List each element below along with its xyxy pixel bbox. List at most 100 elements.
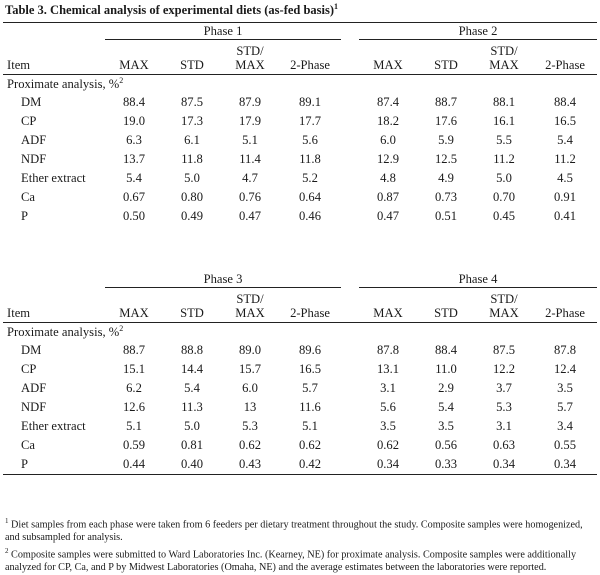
table-cell: 4.8 (380, 171, 396, 185)
table-cell: 6.0 (380, 133, 396, 147)
std-max-header: STD/MAX (489, 292, 519, 320)
table-cell: 5.4 (184, 381, 200, 395)
table-cell: 87.8 (376, 343, 400, 357)
table-cell: 15.1 (122, 362, 146, 376)
table-cell: 0.80 (180, 190, 204, 204)
table-cell: 0.81 (180, 438, 204, 452)
table-cell: 87.5 (180, 95, 204, 109)
item-header: Item (7, 58, 31, 72)
table-cell: 0.73 (434, 190, 458, 204)
table-phase-1-2: Phase 1 Phase 2 Item MAX STD STD/MAX 2-P… (3, 22, 597, 226)
two-phase-header: 2-Phase (545, 58, 585, 72)
row-label: Ca (21, 438, 35, 452)
table-cell: 5.7 (302, 381, 318, 395)
table-cell: 5.0 (496, 171, 512, 185)
table-cell: 11.3 (181, 400, 203, 414)
table-cell: 6.0 (242, 381, 258, 395)
table-row: P 0.50 0.49 0.47 0.46 0.47 0.51 0.45 0.41 (3, 207, 597, 226)
table-cell: 5.0 (184, 171, 200, 185)
table-cell: 3.1 (380, 381, 396, 395)
table-cell: 17.3 (180, 114, 204, 128)
table-cell: 12.6 (122, 400, 146, 414)
table-cell: 87.9 (238, 95, 262, 109)
table-cell: 5.1 (302, 419, 318, 433)
table-phase-3-4: Phase 3 Phase 4 Item MAX STD STD/MAX 2-P… (3, 271, 597, 475)
row-label: ADF (21, 133, 47, 147)
phase-1-header: Phase 1 (105, 22, 341, 40)
table-body: DM 88.7 88.8 89.0 89.6 87.8 88.4 87.5 87.8 CP 15.1… (3, 341, 597, 475)
row-label: P (21, 209, 29, 223)
table-row: CP 15.1 14.4 15.7 16.5 13.1 11.0 12.2 12.4 (3, 360, 597, 379)
table-cell: 5.4 (557, 133, 573, 147)
table-cell: 5.0 (184, 419, 200, 433)
section-label: Proximate analysis, %2 (7, 75, 124, 91)
std-header: STD (434, 306, 458, 320)
table-cell: 0.76 (238, 190, 262, 204)
table-cell: 11.6 (299, 400, 321, 414)
std-max-header: STD/MAX (235, 292, 265, 320)
row-label: DM (21, 95, 42, 109)
table-cell: 12.9 (376, 152, 400, 166)
table-cell: 0.41 (553, 209, 577, 223)
table-cell: 12.2 (492, 362, 516, 376)
column-header-row: Item MAX STD STD/MAX 2-Phase MAX STD STD… (3, 288, 597, 323)
std-header: STD (180, 58, 204, 72)
table-cell: 17.7 (298, 114, 322, 128)
table-cell: 0.34 (533, 455, 597, 475)
table-cell: 16.5 (553, 114, 577, 128)
table-cell: 3.1 (496, 419, 512, 433)
max-header: MAX (119, 58, 149, 72)
section-row: Proximate analysis, %2 (3, 323, 597, 342)
table-cell: 14.4 (180, 362, 204, 376)
table-cell: 0.56 (434, 438, 458, 452)
table-cell: 88.8 (180, 343, 204, 357)
std-header: STD (180, 306, 204, 320)
phase-header-row: Phase 1 Phase 2 (3, 22, 597, 40)
table-cell: 3.5 (557, 381, 573, 395)
std-max-header: STD/MAX (489, 44, 519, 72)
table-cell: 87.8 (553, 343, 577, 357)
table-cell: 5.4 (438, 400, 454, 414)
row-label: Ether extract (21, 171, 86, 185)
table-cell: 87.4 (376, 95, 400, 109)
row-label: Ether extract (21, 419, 86, 433)
table-cell: 5.5 (496, 133, 512, 147)
table-row: ADF 6.2 5.4 6.0 5.7 3.1 2.9 3.7 3.5 (3, 379, 597, 398)
row-label: NDF (21, 400, 47, 414)
table-cell: 88.1 (492, 95, 516, 109)
table-cell: 88.4 (122, 95, 146, 109)
table-cell: 0.40 (163, 455, 221, 475)
table-row: Ether extract 5.4 5.0 4.7 5.2 4.8 4.9 5.0 4.5 (3, 169, 597, 188)
table-cell: 0.64 (298, 190, 322, 204)
table-cell: 0.50 (122, 209, 146, 223)
table-cell: 0.87 (376, 190, 400, 204)
table-cell: 5.9 (438, 133, 454, 147)
table-cell: 5.1 (242, 133, 258, 147)
table-cell: 88.4 (553, 95, 577, 109)
table-cell: 3.4 (557, 419, 573, 433)
table-cell: 5.7 (557, 400, 573, 414)
table-cell: 15.7 (238, 362, 262, 376)
max-header: MAX (119, 306, 149, 320)
table-cell: 6.1 (184, 133, 200, 147)
table-cell: 17.6 (434, 114, 458, 128)
table-row: NDF 13.7 11.8 11.4 11.8 12.9 12.5 11.2 11.2 (3, 150, 597, 169)
std-max-header: STD/MAX (235, 44, 265, 72)
table-cell: 89.6 (298, 343, 322, 357)
table-cell: 3.5 (380, 419, 396, 433)
two-phase-header: 2-Phase (290, 306, 330, 320)
phase-header-row: Phase 3 Phase 4 (3, 271, 597, 288)
table-cell: 6.2 (126, 381, 142, 395)
table-cell: 11.2 (493, 152, 515, 166)
table-cell: 0.91 (553, 190, 577, 204)
table-cell: 5.3 (496, 400, 512, 414)
max-header: MAX (373, 58, 403, 72)
table-cell: 2.9 (438, 381, 454, 395)
table-cell: 0.62 (298, 438, 322, 452)
row-label: CP (21, 362, 37, 376)
table-cell: 0.44 (105, 455, 163, 475)
footnotes: 1 Diet samples from each phase were take… (5, 515, 595, 574)
std-header: STD (434, 58, 458, 72)
table-row: Ca 0.67 0.80 0.76 0.64 0.87 0.73 0.70 0.91 (3, 188, 597, 207)
table-cell: 0.47 (376, 209, 400, 223)
